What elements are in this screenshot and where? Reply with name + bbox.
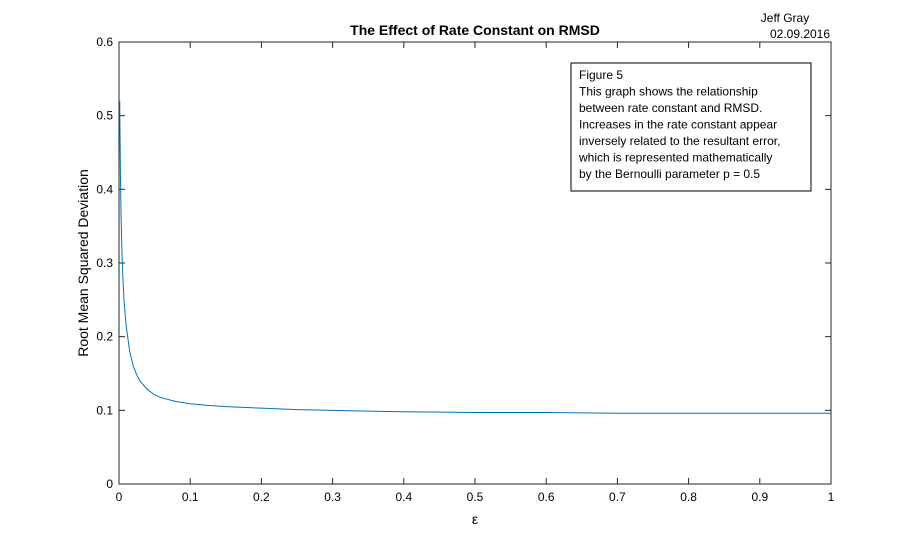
y-tick-label: 0.2 <box>96 330 113 344</box>
y-tick-label: 0.6 <box>96 35 113 49</box>
annotation-line: Increases in the rate constant appear <box>579 118 777 132</box>
figure-date: 02.09.2016 <box>770 27 830 41</box>
annotation-line: Figure 5 <box>579 68 623 82</box>
y-tick-label: 0.1 <box>96 403 113 417</box>
annotation-box: Figure 5 This graph shows the relationshi… <box>570 62 812 192</box>
y-ticks: 0 0.1 0.2 0.3 0.4 0.5 0.6 <box>96 35 831 491</box>
annotation-text: Figure 5 This graph shows the relationshi… <box>578 68 780 181</box>
chart-title: The Effect of Rate Constant on RMSD <box>350 22 600 38</box>
x-ticks: 0 0.1 0.2 0.3 0.4 0.5 0.6 0.7 0.8 0.9 1 <box>116 42 835 504</box>
series-group <box>119 100 831 414</box>
plot-area: 0 0.1 0.2 0.3 0.4 0.5 0.6 0.7 0.8 0.9 1 0 0.1 0.2 0.3… <box>96 35 834 504</box>
x-tick-label: 0.9 <box>751 490 768 504</box>
annotation-line: between rate constant and RMSD. <box>579 101 762 115</box>
annotation-line: which is represented mathematically <box>578 151 772 165</box>
series-line-rmsd <box>119 100 831 414</box>
x-tick-label: 0.8 <box>680 490 697 504</box>
x-tick-label: 0.1 <box>182 490 199 504</box>
x-tick-label: 0 <box>116 490 123 504</box>
y-tick-label: 0.5 <box>96 109 113 123</box>
x-tick-label: 0.3 <box>324 490 341 504</box>
annotation-line: This graph shows the relationship <box>579 85 758 99</box>
annotation-line: inversely related to the resultant error… <box>579 134 780 148</box>
y-tick-label: 0.3 <box>96 256 113 270</box>
x-axis-label: ε <box>472 511 478 527</box>
y-tick-label: 0 <box>106 477 113 491</box>
annotation-line: by the Bernoulli parameter p = 0.5 <box>579 167 760 181</box>
x-tick-label: 0.7 <box>609 490 626 504</box>
x-tick-label: 1 <box>828 490 835 504</box>
y-axis-label: Root Mean Squared Deviation <box>75 169 91 357</box>
x-tick-label: 0.6 <box>538 490 555 504</box>
x-tick-label: 0.5 <box>467 490 484 504</box>
annotation-border <box>570 62 812 192</box>
author-name: Jeff Gray <box>761 11 809 25</box>
x-tick-label: 0.4 <box>395 490 412 504</box>
y-tick-label: 0.4 <box>96 182 113 196</box>
x-tick-label: 0.2 <box>253 490 270 504</box>
